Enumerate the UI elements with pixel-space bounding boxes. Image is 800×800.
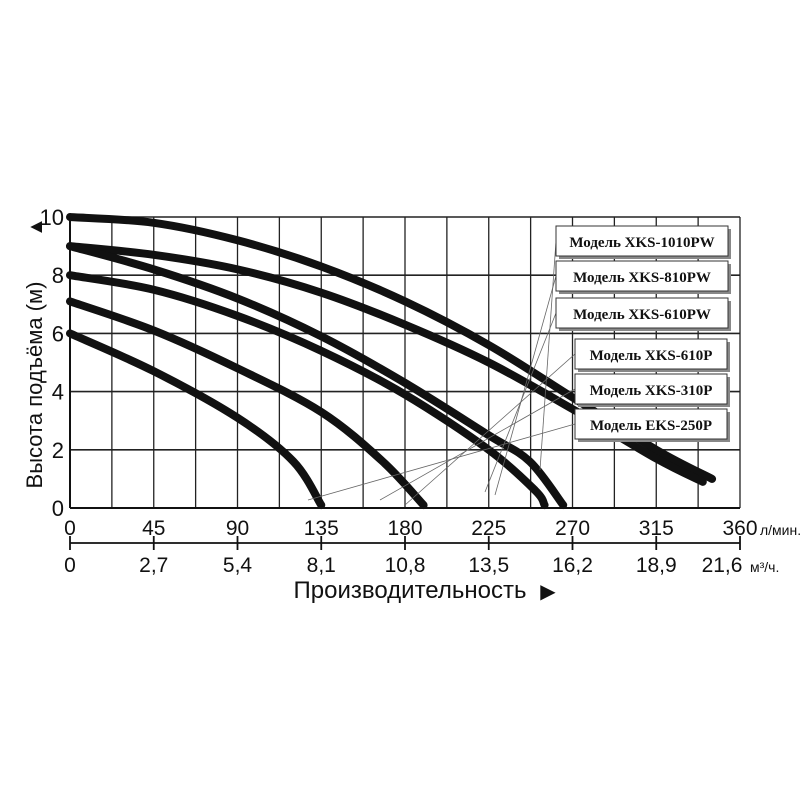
curve-6 (66, 329, 326, 510)
x-tick-label-secondary: 10,8 (385, 554, 426, 577)
legend-leader-line (494, 275, 557, 496)
x-unit-secondary: м³/ч. (750, 559, 779, 575)
x-tick-label-primary: 225 (471, 517, 506, 540)
legend-leader-line (539, 240, 557, 471)
axis-labels: Высота подъёма (м) ▲ Производительность … (22, 217, 556, 604)
legend-box (574, 408, 728, 440)
x-tick-label-secondary: 16,2 (552, 554, 593, 577)
x-tick-label-secondary: 5,4 (223, 554, 253, 577)
x-tick-label-primary: 180 (387, 517, 422, 540)
legend-leader-line (404, 353, 576, 506)
legend-label: Модель XKS-310P (590, 383, 713, 399)
y-tick-label: 2 (52, 438, 64, 463)
x-tick-label-secondary: 0 (64, 554, 76, 577)
x-axis-label: Производительность (294, 577, 527, 604)
x-tick-label-primary: 135 (304, 517, 339, 540)
x-axis-arrow: ▶ (540, 581, 556, 603)
legend-box (555, 260, 729, 292)
legend-label: Модель XKS-810PW (573, 270, 711, 286)
y-tick-label: 10 (40, 205, 64, 230)
chart-legend: Модель XKS-1010PW Модель XKS-810PW Модель … (307, 225, 731, 506)
legend-box (574, 373, 728, 405)
legend-label: Модель EKS-250P (590, 418, 712, 434)
x-tick-label-primary: 0 (64, 517, 76, 540)
y-axis-arrow: ▲ (25, 217, 47, 237)
curve-3 (66, 242, 568, 510)
y-tick-label: 6 (52, 321, 64, 346)
x-unit-primary: л/мин. (760, 522, 800, 538)
x-tick-label-secondary: 8,1 (307, 554, 336, 577)
legend-box (555, 225, 729, 257)
y-tick-label: 8 (52, 263, 64, 288)
x-tick-label-secondary: 13,5 (468, 554, 509, 577)
legend-box (574, 338, 728, 370)
x-tick-label-primary: 45 (142, 517, 165, 540)
legend-label: Модель XKS-610P (590, 348, 713, 364)
legend-leader-line (379, 388, 576, 501)
legend-leader-line (307, 423, 576, 501)
x-tick-label-primary: 90 (226, 517, 249, 540)
y-axis-label: Высота подъёма (м) (22, 282, 47, 489)
legend-label: Модель XKS-610PW (573, 307, 711, 323)
x-tick-label-primary: 360 (722, 517, 757, 540)
x-tick-label-secondary: 18,9 (636, 554, 677, 577)
legend-box (555, 297, 729, 329)
y-tick-label: 4 (52, 380, 64, 405)
x-tick-label-secondary: 21,6 (702, 554, 743, 577)
x-tick-label-secondary: 2,7 (139, 554, 168, 577)
curve-5 (66, 297, 428, 510)
curve-4 (66, 271, 549, 510)
x-tick-label-primary: 315 (639, 517, 674, 540)
y-tick-label: 0 (52, 496, 64, 521)
chart-axes: 0 2 4 6 8 10 0 45 90 135 180 225 270 315 360 л/мин. 0 2,7… (40, 205, 800, 577)
x-tick-label-primary: 270 (555, 517, 590, 540)
legend-label: Модель XKS-1010PW (569, 235, 714, 251)
